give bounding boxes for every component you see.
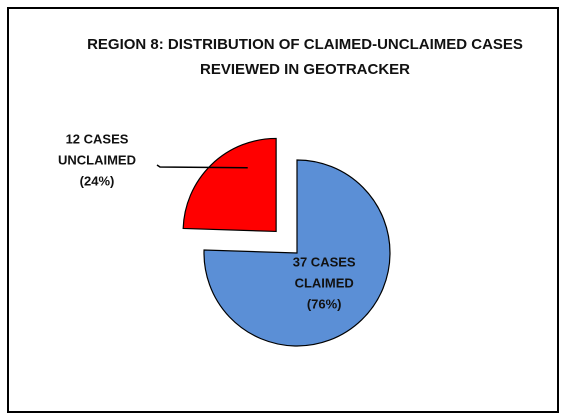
value-label: 37 CASES (293, 254, 356, 269)
leader-line (156, 164, 248, 169)
percent-label: (24%) (80, 173, 115, 188)
pie-slice (182, 137, 277, 233)
category-label: CLAIMED (295, 275, 354, 290)
percent-label: (76%) (307, 296, 342, 311)
chart-title: REGION 8: DISTRIBUTION OF CLAIMED-UNCLAI… (87, 36, 523, 53)
category-label: UNCLAIMED (58, 152, 136, 167)
chart-title: REVIEWED IN GEOTRACKER (200, 61, 410, 78)
value-label: 12 CASES (66, 131, 129, 146)
pie-slice (203, 159, 391, 347)
